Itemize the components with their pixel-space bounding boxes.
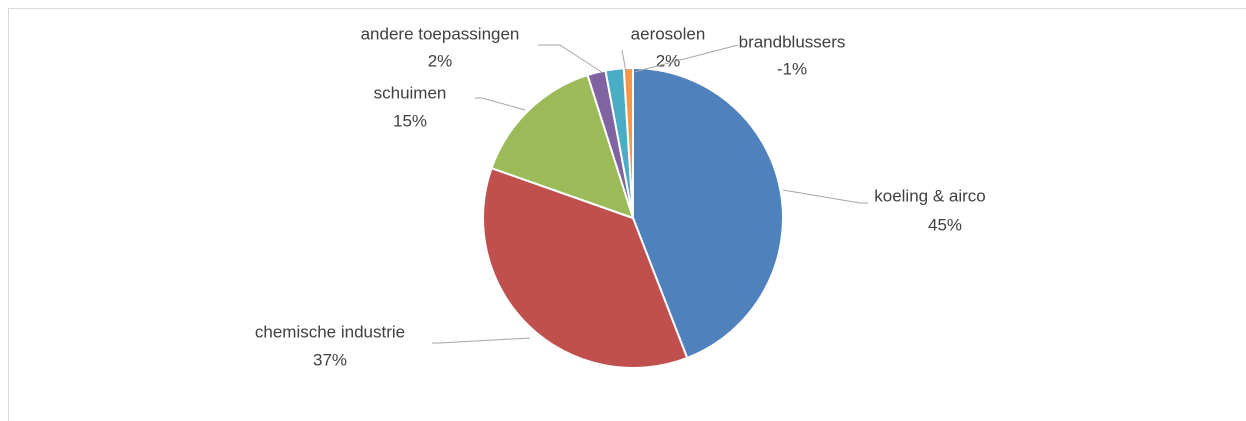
pie-slice <box>622 66 634 219</box>
value-label: 15% <box>393 111 427 130</box>
leader-line <box>782 189 868 204</box>
chart-frame <box>8 8 1246 421</box>
value-label: 2% <box>656 51 681 70</box>
leader-line <box>475 97 526 111</box>
slice-label: aerosolen <box>631 24 706 43</box>
pie-slice <box>632 66 784 360</box>
pie-slice <box>482 166 689 369</box>
slice-label: andere toepassingen <box>361 24 520 43</box>
leader-line <box>621 49 627 73</box>
slice-label: schuimen <box>374 83 447 102</box>
pie-slice <box>490 73 635 220</box>
slice-label: brandblussers <box>739 32 846 51</box>
value-label: 2% <box>428 51 453 70</box>
leader-line <box>432 337 531 344</box>
value-label: 45% <box>928 215 962 234</box>
value-label: 37% <box>313 350 347 369</box>
slice-label: koeling & airco <box>874 186 986 205</box>
slice-label: chemische industrie <box>255 322 405 341</box>
leader-line <box>633 44 739 73</box>
leader-line <box>538 44 604 74</box>
value-label: -1% <box>777 59 807 78</box>
